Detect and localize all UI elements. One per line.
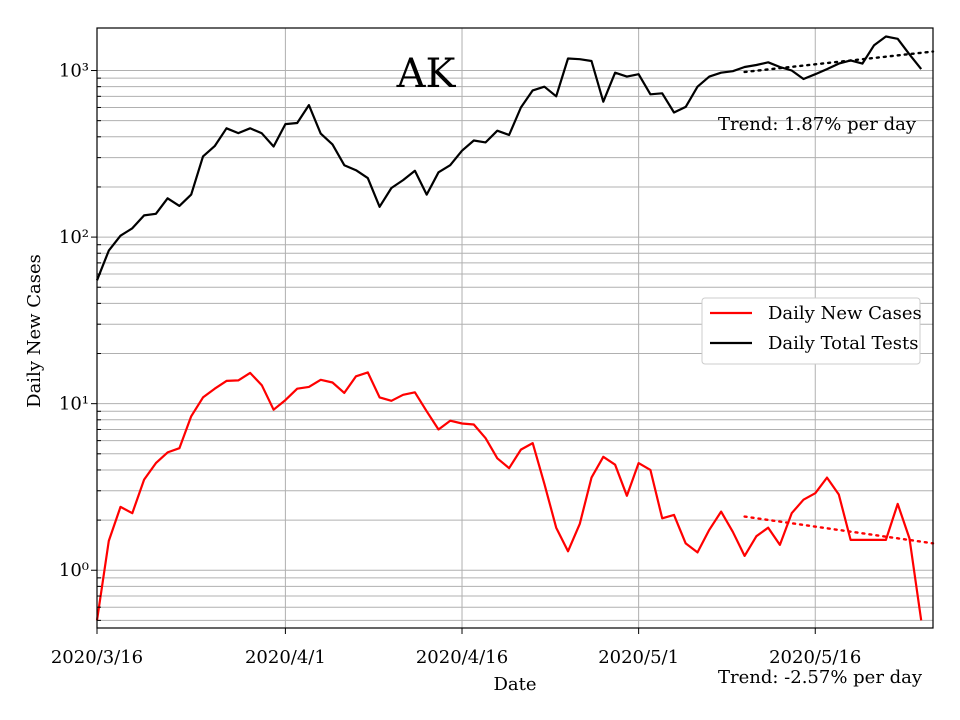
series-line-daily-total-tests	[95, 35, 923, 281]
cases-trend-annotation: Trend: -2.57% per day	[718, 667, 923, 688]
legend-label-daily-total-tests: Daily Total Tests	[768, 333, 918, 354]
x-tick-label: 2020/5/1	[598, 647, 679, 668]
plot-frame	[96, 27, 934, 629]
legend-box	[701, 297, 921, 365]
series-lines	[95, 35, 923, 621]
y-tick-label: 10²	[59, 227, 89, 248]
x-tick-label: 2020/3/16	[51, 647, 143, 668]
x-tick-label: 2020/4/16	[416, 647, 508, 668]
chart-title: AK	[396, 51, 457, 97]
legend: Daily New Cases Daily Total Tests	[701, 297, 922, 365]
legend-label-daily-new-cases: Daily New Cases	[768, 303, 922, 324]
tick-labels: 10⁰ 10¹ 10² 10³ 2020/3/16 2020/4/1 2020/4/16 20…	[51, 61, 862, 668]
y-tick-label: 10³	[59, 61, 89, 82]
minor-gridlines	[97, 77, 933, 621]
y-tick-label: 10¹	[59, 394, 89, 415]
x-axis-label: Date	[493, 674, 536, 695]
y-axis-label: Daily New Cases	[24, 254, 45, 408]
x-tick-label: 2020/4/1	[245, 647, 326, 668]
axis-ticks	[91, 70, 816, 634]
tests-trend-annotation: Trend: 1.87% per day	[718, 114, 917, 135]
y-tick-label: 10⁰	[59, 560, 89, 581]
series-line-daily-new-cases	[95, 371, 923, 621]
x-tick-label: 2020/5/16	[769, 647, 861, 668]
